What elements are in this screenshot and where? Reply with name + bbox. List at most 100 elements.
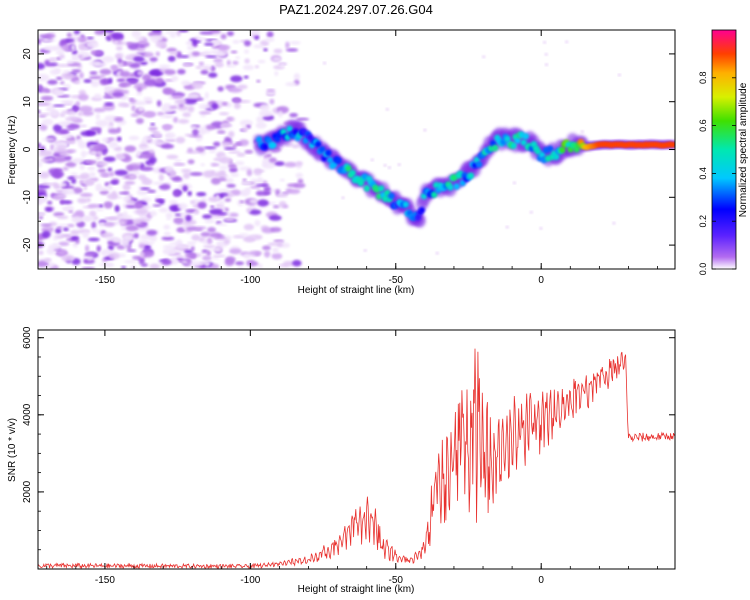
noise-blob <box>83 79 92 83</box>
noise-blob <box>119 220 126 225</box>
noise-blob <box>185 209 198 213</box>
y-tick-label: 4000 <box>22 403 33 426</box>
noise-blob <box>38 112 51 116</box>
noise-blob <box>119 81 132 88</box>
noise-blob <box>89 171 96 178</box>
colorbar-tick-label: 0.0 <box>698 263 708 276</box>
noise-blob <box>169 200 178 205</box>
noise-blob <box>91 221 97 229</box>
noise-blob <box>258 263 263 268</box>
noise-blob <box>116 78 126 83</box>
snr-frame <box>37 329 676 570</box>
ridge-point <box>262 143 269 150</box>
colorbar-gradient <box>711 29 737 270</box>
noise-blob <box>143 52 154 58</box>
noise-blob <box>244 149 254 154</box>
noise-blob <box>135 118 144 124</box>
noise-blob <box>203 146 217 150</box>
noise-blob <box>209 232 222 238</box>
noise-blob <box>139 251 145 258</box>
ridge-point <box>306 134 314 141</box>
noise-blob <box>153 131 162 139</box>
noise-blob <box>161 124 174 129</box>
noise-blob <box>172 95 184 100</box>
noise-blob <box>141 241 155 245</box>
noise-blob <box>143 244 152 251</box>
noise-blob <box>85 160 97 165</box>
noise-blob <box>99 68 112 75</box>
noise-blob <box>210 263 220 269</box>
noise-blob <box>40 95 54 101</box>
noise-blob <box>186 241 198 244</box>
noise-blob <box>52 156 66 163</box>
noise-blob <box>155 77 164 85</box>
noise-blob <box>107 183 113 191</box>
noise-blob <box>140 177 149 181</box>
noise-blob <box>61 72 75 80</box>
noise-blob <box>79 72 84 79</box>
noise-blob <box>198 111 212 115</box>
noise-blob <box>235 56 241 60</box>
noise-blob <box>124 260 138 264</box>
noise-blob <box>284 161 298 168</box>
noise-blob <box>111 32 124 40</box>
noise-blob <box>248 209 262 215</box>
noise-blob <box>163 231 171 237</box>
noise-blob <box>93 107 106 113</box>
noise-blob <box>211 40 221 44</box>
noise-blob <box>55 145 67 153</box>
noise-blob <box>73 30 81 35</box>
noise-blob <box>75 210 84 217</box>
noise-blob <box>120 70 131 78</box>
noise-blob <box>104 102 114 106</box>
noise-blob <box>213 58 223 63</box>
noise-blob <box>56 64 70 67</box>
ridge-point <box>520 139 527 146</box>
noise-blob <box>205 262 210 267</box>
noise-blob <box>617 73 621 77</box>
noise-blob <box>156 111 165 116</box>
x-tick-label: -100 <box>240 275 260 286</box>
noise-blob <box>116 46 123 51</box>
noise-blob <box>121 226 126 230</box>
noise-blob <box>178 30 189 33</box>
noise-blob <box>208 149 216 154</box>
noise-blob <box>103 156 116 162</box>
noise-blob <box>203 170 215 178</box>
noise-blob <box>227 163 237 169</box>
noise-blob <box>102 103 116 111</box>
noise-blob <box>61 189 75 195</box>
noise-blob <box>242 236 256 243</box>
noise-blob <box>67 149 77 153</box>
noise-blob <box>81 266 96 269</box>
noise-blob <box>58 249 67 256</box>
noise-blob <box>40 158 50 163</box>
noise-blob <box>70 235 80 241</box>
noise-blob <box>137 70 144 76</box>
noise-blob <box>274 71 279 76</box>
noise-blob <box>295 117 310 121</box>
ridge-point <box>402 201 409 208</box>
noise-blob <box>38 260 49 268</box>
noise-blob <box>87 166 96 171</box>
noise-blob <box>187 190 192 197</box>
ridge-point <box>349 169 356 177</box>
noise-blob <box>90 80 100 88</box>
noise-blob <box>244 58 250 64</box>
noise-blob <box>87 237 100 242</box>
noise-blob <box>78 43 86 51</box>
noise-blob <box>101 151 107 156</box>
noise-blob <box>200 113 207 118</box>
noise-blob <box>265 37 275 42</box>
noise-blob <box>166 47 178 53</box>
noise-blob <box>174 159 182 163</box>
noise-blob <box>222 142 232 148</box>
noise-blob <box>295 172 304 178</box>
noise-blob <box>90 150 98 155</box>
noise-blob <box>61 110 74 114</box>
noise-blob <box>188 135 202 138</box>
noise-blob <box>276 241 283 248</box>
noise-blob <box>288 188 301 194</box>
noise-blob <box>62 227 69 232</box>
